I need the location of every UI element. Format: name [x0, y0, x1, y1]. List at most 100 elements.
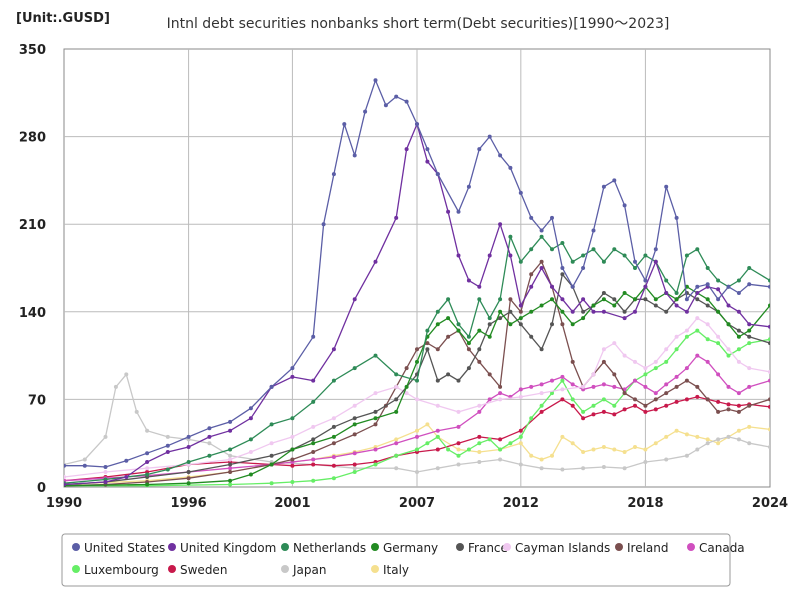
data-point-united-kingdom	[466, 278, 471, 283]
data-point-united-kingdom	[373, 259, 378, 264]
data-point-luxembourg	[716, 341, 721, 346]
data-point-japan	[165, 434, 170, 439]
data-point-united-states	[103, 465, 108, 469]
data-point-united-states	[539, 228, 544, 233]
y-tick-label: 140	[19, 306, 46, 321]
data-point-japan	[145, 428, 150, 433]
data-point-united-states	[664, 184, 669, 189]
data-point-france	[653, 303, 658, 308]
data-point-japan	[82, 457, 87, 462]
data-point-luxembourg	[446, 447, 451, 452]
data-point-netherlands	[186, 460, 191, 464]
legend-marker-france	[456, 543, 464, 551]
data-point-ireland	[228, 470, 233, 474]
data-point-cayman-islands	[622, 353, 627, 358]
data-point-italy	[550, 453, 554, 458]
data-point-italy	[529, 453, 534, 458]
series-layer	[64, 78, 770, 487]
data-point-france	[186, 470, 191, 474]
data-point-france	[425, 347, 430, 352]
data-point-canada	[539, 382, 544, 387]
data-point-japan	[124, 372, 129, 377]
data-point-sweden	[570, 403, 575, 408]
data-point-cayman-islands	[331, 416, 336, 421]
data-point-united-kingdom	[581, 297, 586, 302]
data-point-canada	[352, 451, 357, 456]
data-point-ireland	[425, 341, 430, 346]
data-point-france	[331, 424, 336, 429]
data-point-united-states	[487, 134, 492, 139]
data-point-united-states	[456, 209, 461, 214]
data-point-united-states	[726, 284, 731, 289]
data-point-japan	[560, 467, 565, 472]
data-point-ireland	[415, 347, 419, 352]
data-point-germany	[601, 297, 606, 302]
data-point-cayman-islands	[352, 403, 357, 408]
legend-label-united-states: United States	[84, 541, 165, 555]
data-point-united-kingdom	[529, 284, 534, 289]
data-point-united-states	[290, 366, 295, 371]
data-point-germany	[653, 297, 658, 302]
data-point-sweden	[633, 403, 637, 408]
data-point-netherlands	[435, 309, 440, 314]
series-canada	[64, 353, 770, 483]
data-point-sweden	[664, 403, 669, 408]
data-point-netherlands	[695, 247, 700, 252]
data-point-sweden	[518, 428, 523, 433]
data-point-cayman-islands	[591, 372, 596, 377]
data-point-canada	[435, 428, 440, 433]
data-point-netherlands	[415, 378, 419, 383]
data-point-cayman-islands	[394, 384, 399, 389]
data-point-cayman-islands	[633, 359, 637, 364]
data-point-netherlands	[664, 278, 669, 283]
data-point-canada	[498, 391, 503, 396]
data-point-united-states	[581, 266, 586, 270]
data-point-sweden	[695, 394, 700, 399]
data-point-germany	[394, 409, 399, 414]
data-point-luxembourg	[415, 447, 419, 452]
data-point-cayman-islands	[747, 366, 752, 371]
data-point-luxembourg	[466, 447, 471, 452]
data-point-ireland	[570, 359, 575, 364]
data-point-cayman-islands	[228, 457, 233, 462]
data-point-united-states	[207, 426, 212, 431]
data-point-canada	[726, 384, 731, 389]
data-point-germany	[145, 482, 150, 487]
data-point-canada	[487, 397, 492, 402]
data-point-united-states	[550, 215, 554, 220]
data-point-canada	[560, 374, 565, 379]
data-point-netherlands	[736, 278, 741, 283]
data-point-ireland	[186, 476, 191, 481]
data-point-luxembourg	[228, 482, 233, 487]
data-point-japan	[747, 441, 752, 446]
data-point-netherlands	[643, 253, 648, 258]
data-point-sweden	[498, 437, 503, 442]
data-point-germany	[248, 472, 253, 477]
data-point-cayman-islands	[404, 391, 409, 396]
data-point-canada	[373, 447, 378, 452]
data-point-united-states	[622, 203, 627, 208]
data-point-sweden	[311, 462, 316, 467]
data-point-ireland	[653, 397, 658, 402]
data-point-united-kingdom	[404, 147, 409, 152]
data-point-united-kingdom	[456, 253, 461, 258]
data-point-germany	[716, 309, 721, 314]
data-point-luxembourg	[695, 328, 700, 333]
data-point-united-kingdom	[695, 291, 700, 295]
data-point-germany	[674, 297, 679, 302]
data-point-united-states	[612, 178, 617, 183]
data-point-netherlands	[539, 234, 544, 239]
data-point-france	[560, 272, 565, 277]
data-point-cayman-islands	[612, 341, 617, 346]
data-point-italy	[560, 434, 565, 439]
data-point-canada	[768, 378, 770, 383]
data-point-united-states	[508, 165, 513, 170]
data-point-japan	[134, 409, 139, 414]
data-point-united-kingdom	[560, 297, 565, 302]
data-point-cayman-islands	[643, 366, 648, 371]
data-point-netherlands	[674, 291, 679, 295]
data-point-united-kingdom	[498, 222, 503, 227]
data-point-netherlands	[352, 366, 357, 371]
